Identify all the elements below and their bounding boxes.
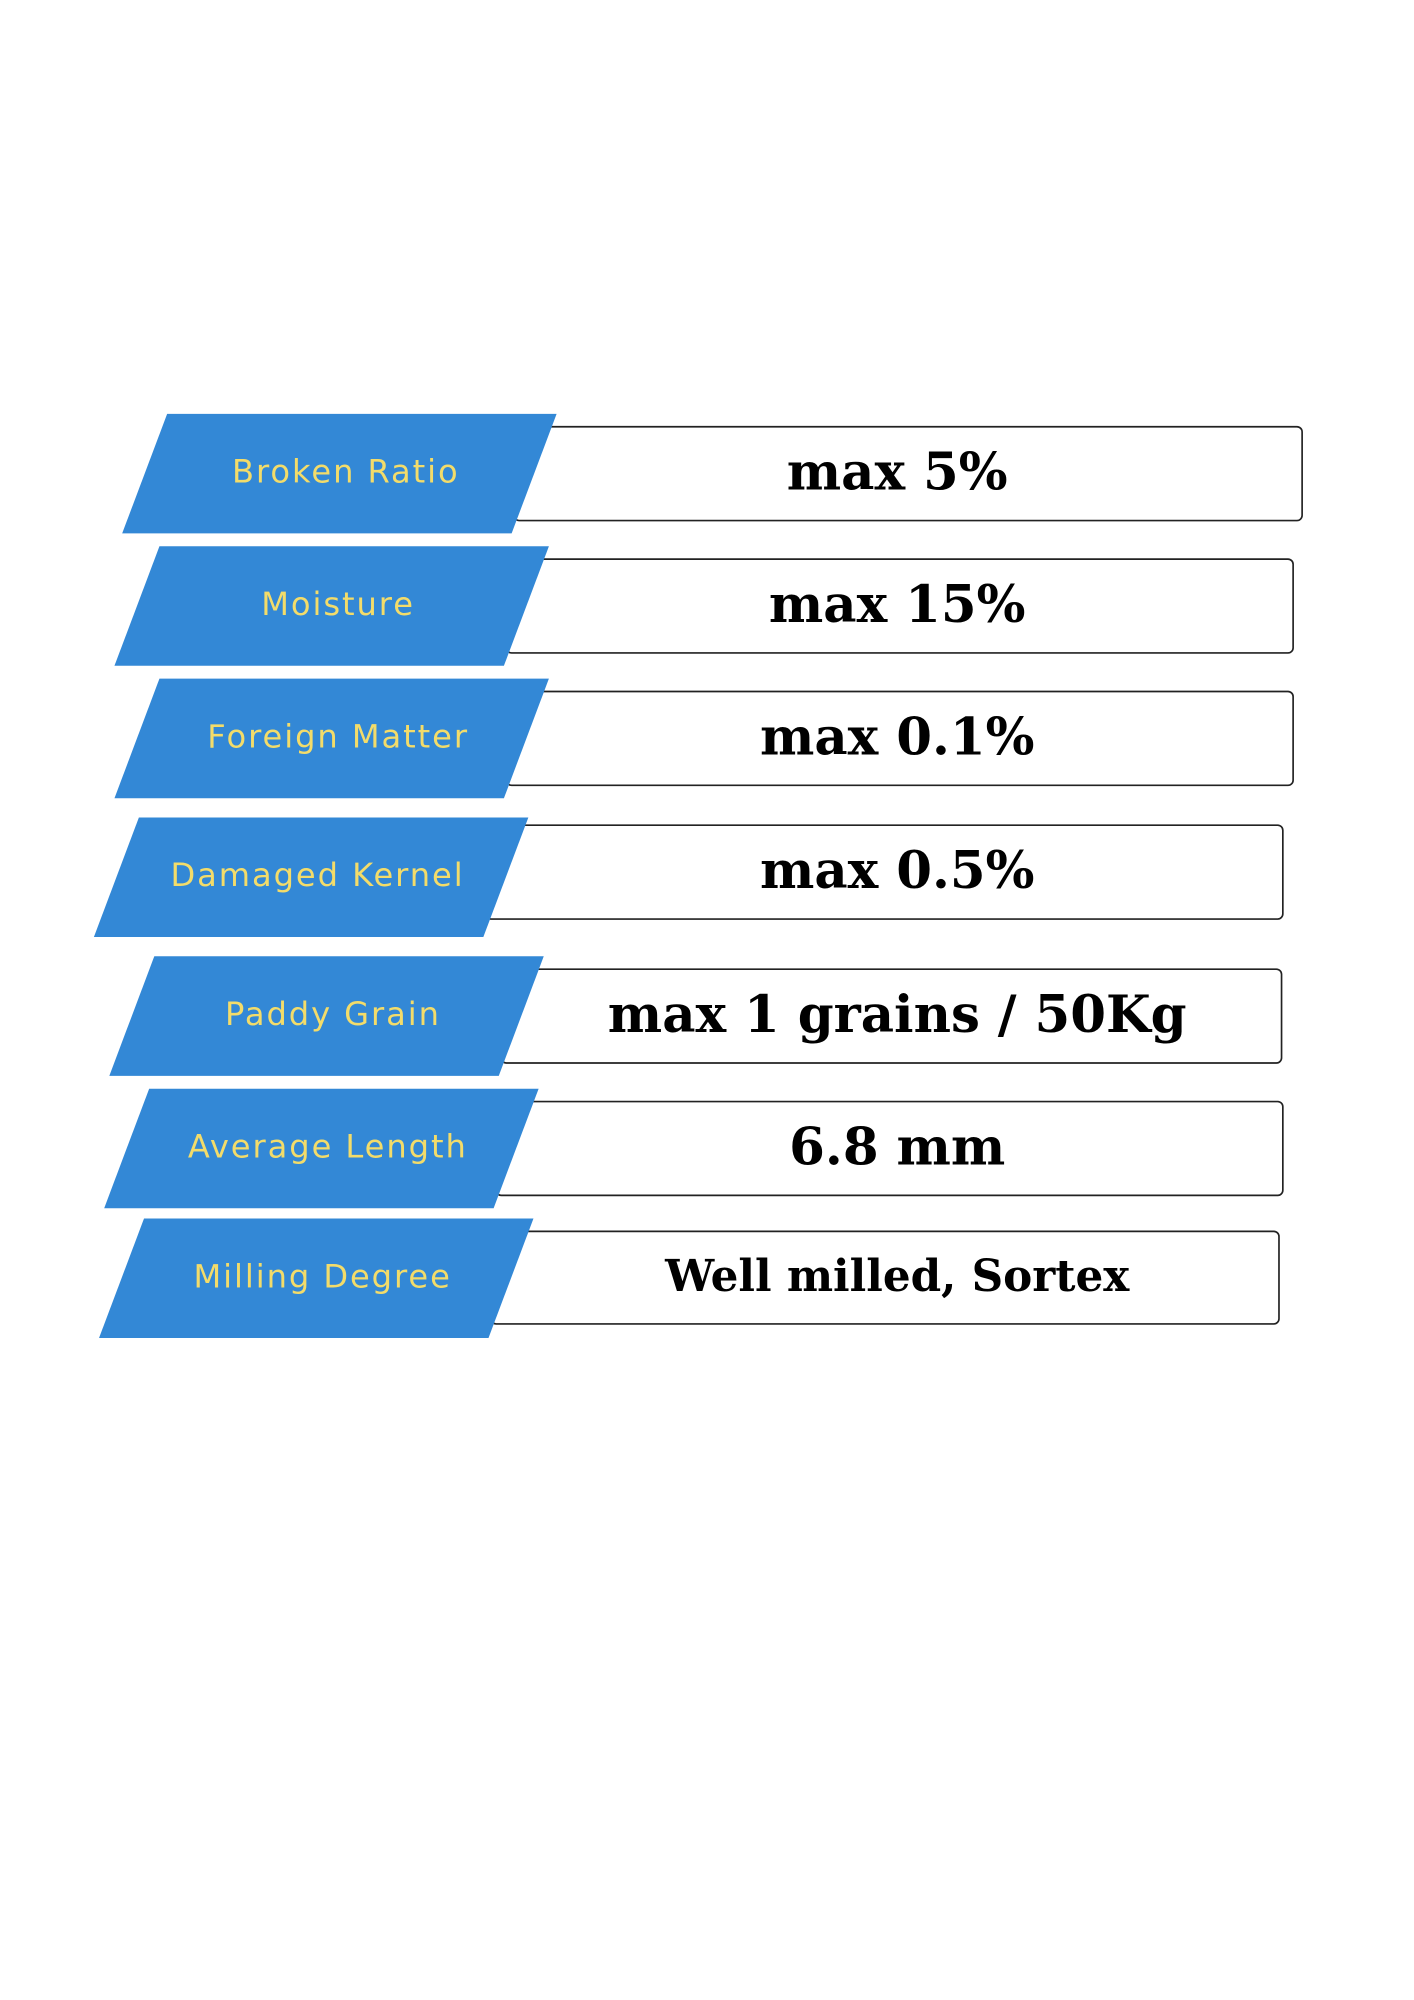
row-value: max 5% <box>787 443 1008 503</box>
label-tab <box>109 956 544 1076</box>
label-tab <box>99 1218 534 1339</box>
row-value: max 0.1% <box>760 708 1035 768</box>
row-label: Paddy Grain <box>225 995 441 1033</box>
row-value: max 15% <box>769 575 1026 635</box>
label-tab <box>104 1088 539 1209</box>
row-label: Broken Ratio <box>232 453 460 491</box>
row-value: max 1 grains / 50Kg <box>608 985 1187 1045</box>
row-label: Milling Degree <box>194 1257 452 1295</box>
row-label: Foreign Matter <box>207 717 469 755</box>
row-value: Well milled, Sortex <box>664 1251 1130 1302</box>
row-value: 6.8 mm <box>789 1118 1005 1178</box>
label-tab <box>114 546 549 666</box>
label-tab <box>122 413 557 534</box>
label-tab <box>93 817 529 938</box>
row-label: Moisture <box>261 585 415 623</box>
row-label: Average Length <box>188 1127 468 1165</box>
label-tab <box>114 678 549 799</box>
row-label: Damaged Kernel <box>171 856 465 894</box>
row-value: max 0.5% <box>760 841 1035 901</box>
